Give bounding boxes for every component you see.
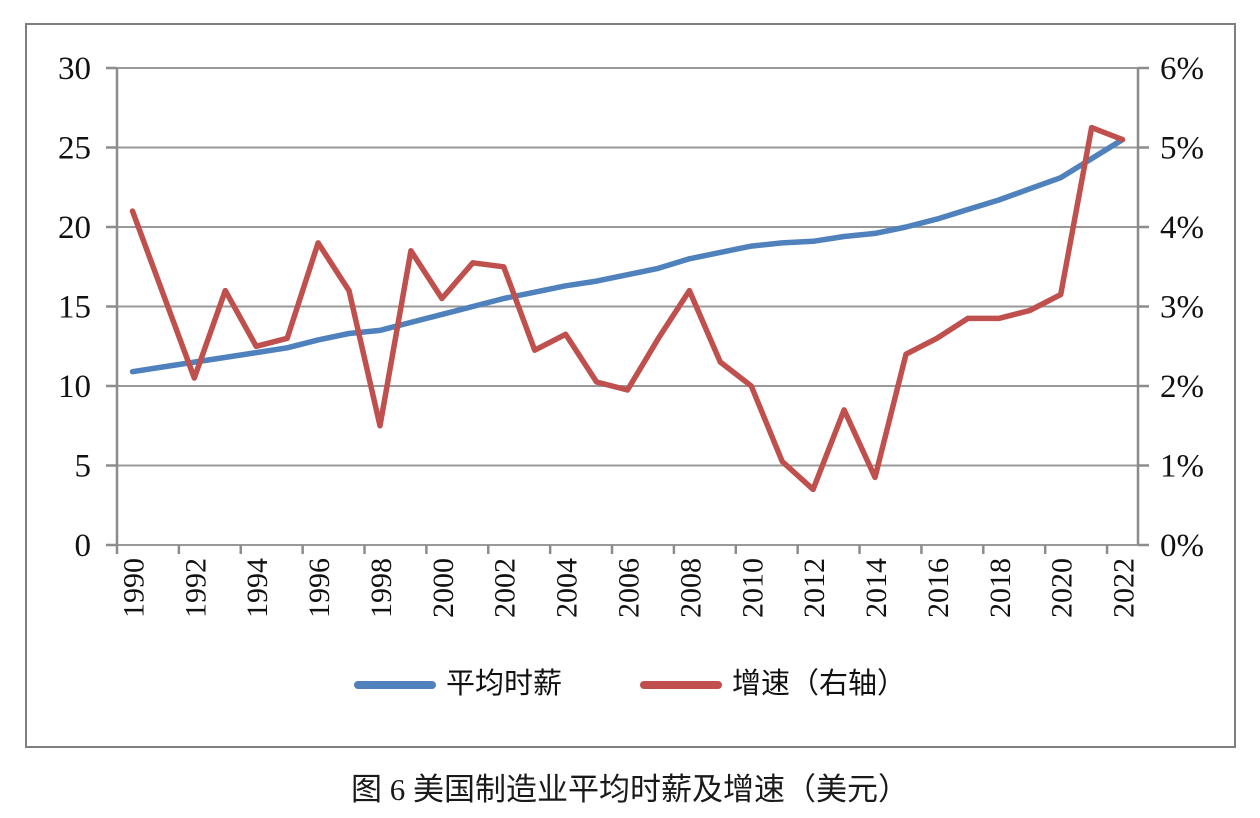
wage-legend-label: 平均时薪 xyxy=(445,668,562,700)
growth-legend-line-swatch xyxy=(640,680,722,689)
legend-item-growth: 增速（右轴） xyxy=(640,670,906,699)
chart-frame xyxy=(25,23,1236,748)
chart-caption: 图 6 美国制造业平均时薪及增速（美元） xyxy=(351,772,909,807)
legend-item-wage: 平均时薪 xyxy=(353,668,562,700)
wage-legend-line-swatch xyxy=(353,680,436,689)
growth-legend-label: 增速（右轴） xyxy=(732,668,907,700)
legend: 平均时薪 增速（右轴） xyxy=(0,670,1260,699)
